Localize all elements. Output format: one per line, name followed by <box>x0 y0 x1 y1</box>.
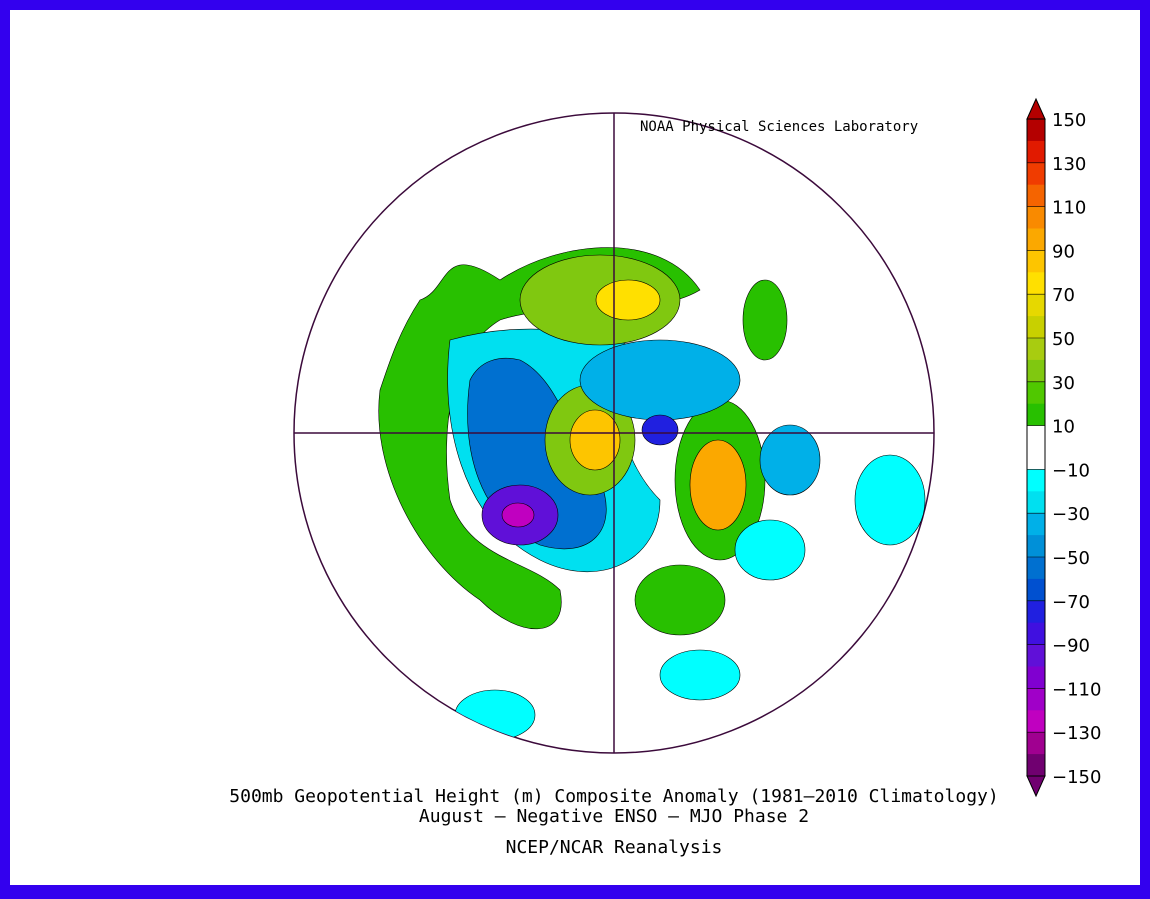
color-band <box>1027 666 1045 689</box>
color-band <box>1027 228 1045 251</box>
color-band <box>1027 316 1045 339</box>
color-band <box>1027 338 1045 361</box>
color-band <box>1027 162 1045 186</box>
color-band <box>1027 732 1045 755</box>
tick-label: −130 <box>1052 723 1101 744</box>
color-band <box>1027 754 1045 777</box>
color-band <box>1027 184 1045 208</box>
map <box>293 112 935 754</box>
tick-label: 50 <box>1052 329 1075 350</box>
color-band <box>1027 403 1045 427</box>
color-band <box>1027 578 1045 602</box>
color-band <box>1027 447 1045 470</box>
tick-label: 70 <box>1052 285 1075 306</box>
tick-label: −10 <box>1052 460 1090 481</box>
color-band <box>1027 469 1045 492</box>
subtitle: August – Negative ENSO – MJO Phase 2 <box>419 806 809 827</box>
title: 500mb Geopotential Height (m) Composite … <box>229 786 998 807</box>
color-band <box>1027 513 1045 536</box>
tick-label: 110 <box>1052 198 1086 219</box>
source: NCEP/NCAR Reanalysis <box>506 837 723 858</box>
tick-label: 30 <box>1052 373 1075 394</box>
color-band <box>1027 119 1045 142</box>
colorbar: 150 130 110 90 70 50 30 10 −10 −30 −50 −70 −90 −110 −1… <box>1026 97 1101 798</box>
color-band <box>1027 294 1045 317</box>
tick-label: −110 <box>1052 679 1101 700</box>
color-band <box>1027 710 1045 733</box>
color-band <box>1027 206 1045 229</box>
credit: NOAA Physical Sciences Laboratory <box>640 119 918 135</box>
color-band <box>1027 622 1045 646</box>
tick-label: −90 <box>1052 636 1090 657</box>
color-band <box>1027 381 1045 405</box>
color-band <box>1027 425 1045 448</box>
color-band <box>1027 557 1045 580</box>
tick-label: 130 <box>1052 154 1086 175</box>
tick-label: 150 <box>1052 110 1086 131</box>
tick-label: 10 <box>1052 417 1075 438</box>
color-band <box>1027 491 1045 514</box>
color-band <box>1027 644 1045 667</box>
color-band <box>1027 272 1045 295</box>
color-band <box>1027 250 1045 273</box>
color-band <box>1027 140 1045 164</box>
tick-label: −150 <box>1052 767 1101 788</box>
tick-label: −50 <box>1052 548 1090 569</box>
color-band <box>1027 600 1045 624</box>
tick-label: −70 <box>1052 592 1090 613</box>
color-band <box>1027 688 1045 711</box>
tick-label: −30 <box>1052 504 1090 525</box>
color-band <box>1027 359 1045 383</box>
color-band <box>1027 535 1045 558</box>
tick-label: 90 <box>1052 241 1075 262</box>
